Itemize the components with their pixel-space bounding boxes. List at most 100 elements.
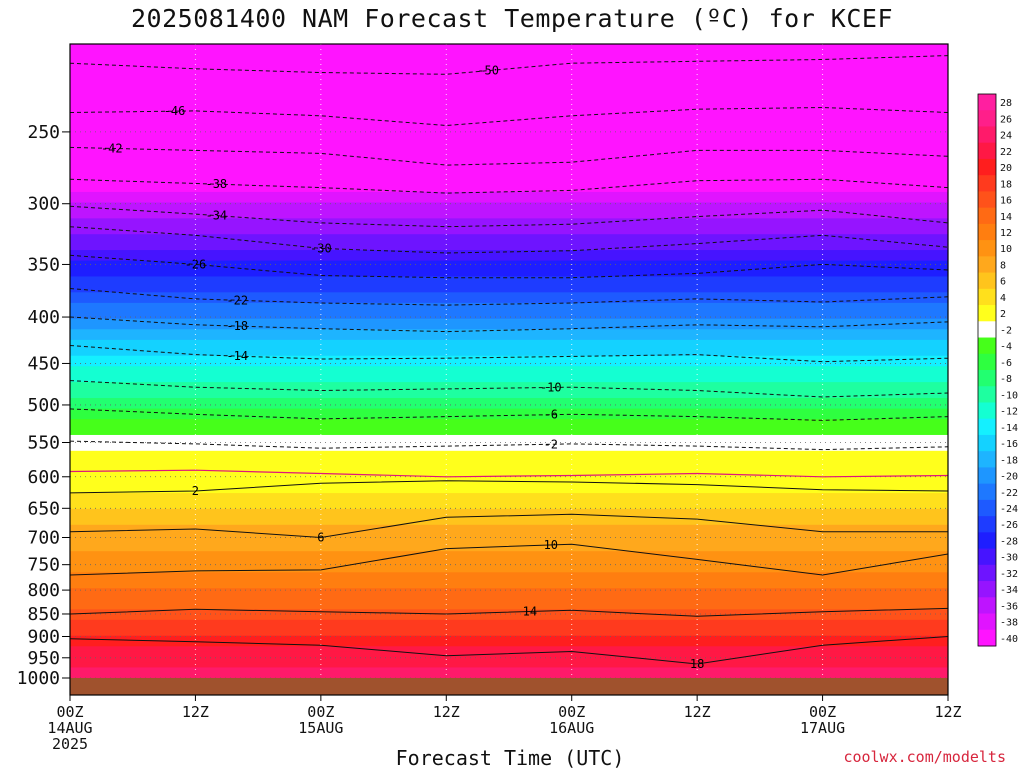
colorbar-swatch bbox=[978, 451, 996, 468]
x-tick-label: 16AUG bbox=[549, 719, 594, 737]
temperature-band bbox=[70, 234, 948, 241]
x-tick-label: 2025 bbox=[52, 735, 88, 753]
contour-line bbox=[69, 607, 949, 617]
colorbar-label: 22 bbox=[1000, 147, 1012, 158]
contour-label: 2 bbox=[192, 484, 199, 498]
temperature-band bbox=[70, 403, 948, 410]
x-tick-label: 12Z bbox=[934, 703, 961, 721]
colorbar-swatch bbox=[978, 94, 996, 111]
temperature-band bbox=[70, 503, 948, 510]
y-tick-label: 300 bbox=[27, 194, 60, 215]
temperature-band bbox=[70, 556, 948, 563]
temperature-band bbox=[70, 117, 948, 124]
temperature-band bbox=[70, 361, 948, 367]
contour-label: -30 bbox=[310, 241, 332, 255]
temperature-band bbox=[70, 144, 948, 151]
colorbar-swatch bbox=[978, 337, 996, 355]
temperature-band bbox=[70, 424, 948, 431]
temperature-band bbox=[70, 514, 948, 521]
colorbar-swatch bbox=[978, 613, 996, 631]
y-tick-label: 700 bbox=[27, 527, 60, 548]
colorbar-swatch bbox=[978, 548, 996, 566]
y-tick-label: 850 bbox=[27, 604, 60, 625]
colorbar-swatch bbox=[978, 370, 996, 387]
y-tick-label: 400 bbox=[27, 307, 60, 328]
colorbar-label: 28 bbox=[1000, 98, 1012, 109]
temperature-band bbox=[70, 540, 948, 547]
temperature-band bbox=[70, 572, 948, 579]
x-tick-label: 14AUG bbox=[47, 719, 92, 737]
colorbar-swatch bbox=[978, 240, 996, 257]
contour-label: -38 bbox=[205, 177, 227, 191]
colorbar-label: -28 bbox=[1000, 536, 1018, 547]
temperature-band bbox=[70, 165, 948, 172]
temperature-band bbox=[70, 493, 948, 499]
temperature-band bbox=[70, 667, 948, 674]
temperature-band bbox=[70, 598, 948, 605]
colorbar-swatch bbox=[978, 418, 996, 436]
colorbar-label: -34 bbox=[1000, 585, 1018, 596]
y-tick-label: 950 bbox=[27, 648, 60, 669]
contour-label: -46 bbox=[164, 104, 186, 118]
colorbar-swatch bbox=[978, 402, 996, 420]
temperature-band bbox=[70, 561, 948, 568]
colorbar-swatch bbox=[978, 564, 996, 582]
temperature-band bbox=[70, 228, 948, 235]
temperature-band bbox=[70, 498, 948, 505]
colorbar-label: -6 bbox=[1000, 358, 1012, 369]
colorbar-label: -40 bbox=[1000, 634, 1018, 645]
temperature-band bbox=[70, 287, 948, 293]
contour-label: 6 bbox=[317, 530, 324, 544]
colorbar-label: 18 bbox=[1000, 179, 1012, 190]
temperature-band bbox=[70, 450, 948, 457]
temperature-band bbox=[70, 297, 948, 304]
temperature-band bbox=[70, 49, 948, 56]
temperature-band bbox=[70, 567, 948, 573]
colorbar-label: -12 bbox=[1000, 407, 1018, 418]
temperature-band bbox=[70, 630, 948, 637]
temperature-band bbox=[70, 434, 948, 441]
temperature-band bbox=[70, 382, 948, 389]
temperature-band bbox=[70, 218, 948, 225]
temperature-band bbox=[70, 80, 948, 87]
colorbar-swatch bbox=[978, 499, 996, 517]
colorbar-swatch bbox=[978, 207, 996, 225]
colorbar-swatch bbox=[978, 353, 996, 371]
contour-line bbox=[69, 636, 949, 665]
contour-label: -6 bbox=[544, 408, 558, 422]
contour-label: -42 bbox=[101, 141, 123, 155]
temperature-band bbox=[70, 239, 948, 246]
temperature-band bbox=[70, 250, 948, 256]
temperature-band bbox=[70, 65, 948, 72]
colorbar-swatch bbox=[978, 158, 996, 176]
x-tick-label: 12Z bbox=[684, 703, 711, 721]
colorbar-swatch bbox=[978, 256, 996, 274]
temperature-band bbox=[70, 255, 948, 262]
temperature-band bbox=[70, 308, 948, 315]
temperature-band bbox=[70, 535, 948, 542]
temperature-band bbox=[70, 213, 948, 219]
contour-line bbox=[69, 480, 949, 494]
temperature-band bbox=[70, 44, 948, 50]
temperature-band bbox=[70, 86, 948, 93]
contour-line bbox=[69, 408, 949, 421]
colorbar-swatch bbox=[978, 483, 996, 501]
colorbar-swatch bbox=[978, 597, 996, 615]
temperature-band bbox=[70, 672, 948, 679]
y-tick-label: 250 bbox=[27, 122, 60, 143]
temperature-band bbox=[70, 244, 948, 251]
colorbar-label: 14 bbox=[1000, 212, 1012, 223]
colorbar-label: 10 bbox=[1000, 244, 1012, 255]
colorbar-swatch bbox=[978, 175, 996, 192]
y-tick-label: 450 bbox=[27, 353, 60, 374]
colorbar-swatch bbox=[978, 321, 996, 339]
colorbar-swatch bbox=[978, 581, 996, 598]
temperature-band bbox=[70, 646, 948, 653]
colorbar-swatch bbox=[978, 288, 996, 306]
temperature-band bbox=[70, 508, 948, 515]
colorbar-swatch bbox=[978, 142, 996, 160]
colorbar-swatch bbox=[978, 516, 996, 533]
contour-label: -34 bbox=[205, 209, 227, 223]
temperature-band bbox=[70, 466, 948, 473]
